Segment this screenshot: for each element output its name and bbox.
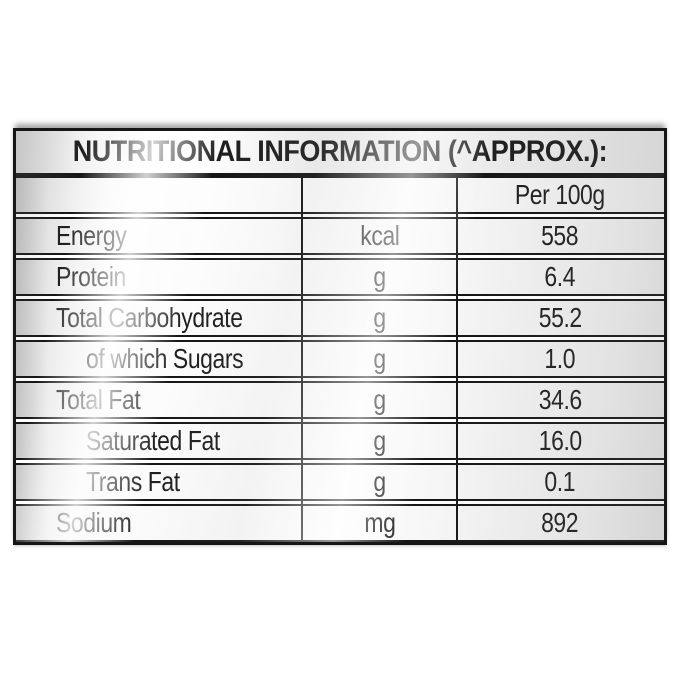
header-empty-unit-cell <box>303 178 456 212</box>
nutrient-unit: g <box>373 261 386 292</box>
nutrient-label: Sodium <box>56 507 132 538</box>
nutrient-label-cell: Energy <box>16 219 303 253</box>
table-header-row: Per 100g <box>16 176 664 214</box>
nutrient-value: 6.4 <box>544 261 576 292</box>
nutrient-unit: kcal <box>359 220 400 251</box>
nutrient-value-cell: 892 <box>456 506 664 540</box>
nutrient-unit-cell: mg <box>303 506 456 540</box>
nutrient-label: Protein <box>56 261 126 292</box>
table-row: Sodium mg 892 <box>16 504 664 542</box>
nutrient-label: of which Sugars <box>86 343 244 374</box>
table-row: Trans Fat g 0.1 <box>16 463 664 501</box>
column-divider-2 <box>456 176 458 542</box>
table-body: Per 100g Energy kcal 558 Protein g 6.4 T… <box>16 176 664 542</box>
nutrient-label-cell: Total Fat <box>16 383 303 417</box>
nutrient-value: 34.6 <box>538 384 582 415</box>
nutrient-label-cell: Saturated Fat <box>16 424 303 458</box>
table-row: Protein g 6.4 <box>16 258 664 296</box>
nutrient-label-cell: Sodium <box>16 506 303 540</box>
per-100g-header: Per 100g <box>515 179 605 210</box>
table-row: Total Carbohydrate g 55.2 <box>16 299 664 337</box>
table-title-row: NUTRITIONAL INFORMATION (^APPROX.): <box>16 131 664 176</box>
nutrient-value: 0.1 <box>544 466 576 497</box>
nutrient-label: Trans Fat <box>86 466 180 497</box>
nutrient-unit-cell: g <box>303 301 456 335</box>
nutrient-label-cell: Total Carbohydrate <box>16 301 303 335</box>
nutrient-label: Energy <box>56 220 127 251</box>
header-empty-label-cell <box>16 178 303 212</box>
nutrient-unit-cell: g <box>303 260 456 294</box>
nutrient-label: Total Carbohydrate <box>56 302 243 333</box>
column-divider-1 <box>301 176 303 542</box>
nutrient-unit: g <box>373 425 386 456</box>
nutrient-unit-cell: g <box>303 383 456 417</box>
table-row: Total Fat g 34.6 <box>16 381 664 419</box>
nutrient-unit-cell: g <box>303 424 456 458</box>
header-per-100g-cell: Per 100g <box>456 178 664 212</box>
nutrient-value-cell: 1.0 <box>456 342 664 376</box>
nutrient-unit-cell: g <box>303 465 456 499</box>
nutrient-value: 558 <box>541 220 579 251</box>
nutrient-value: 1.0 <box>544 343 576 374</box>
nutrient-value-cell: 55.2 <box>456 301 664 335</box>
nutrient-value-cell: 0.1 <box>456 465 664 499</box>
nutrient-label-cell: Protein <box>16 260 303 294</box>
nutrient-label: Total Fat <box>56 384 141 415</box>
nutrient-value-cell: 558 <box>456 219 664 253</box>
table-row: of which Sugars g 1.0 <box>16 340 664 378</box>
nutrition-table: NUTRITIONAL INFORMATION (^APPROX.): Per … <box>13 128 667 545</box>
nutrient-value-cell: 16.0 <box>456 424 664 458</box>
nutrient-label-cell: Trans Fat <box>16 465 303 499</box>
nutrient-unit-cell: g <box>303 342 456 376</box>
nutrient-value: 892 <box>541 507 579 538</box>
nutrient-unit: g <box>373 384 386 415</box>
nutrient-unit: mg <box>363 507 396 538</box>
table-title: NUTRITIONAL INFORMATION (^APPROX.): <box>72 135 608 168</box>
nutrient-unit: g <box>373 302 386 333</box>
nutrient-value: 16.0 <box>538 425 582 456</box>
nutrient-label: Saturated Fat <box>86 425 220 456</box>
nutrient-value-cell: 6.4 <box>456 260 664 294</box>
table-row: Energy kcal 558 <box>16 217 664 255</box>
table-body-wrap: Per 100g Energy kcal 558 Protein g 6.4 T… <box>16 176 664 542</box>
nutrient-unit: g <box>373 343 386 374</box>
nutrient-value: 55.2 <box>538 302 582 333</box>
nutrient-label-cell: of which Sugars <box>16 342 303 376</box>
nutrient-unit: g <box>373 466 386 497</box>
nutrient-value-cell: 34.6 <box>456 383 664 417</box>
table-row: Saturated Fat g 16.0 <box>16 422 664 460</box>
nutrient-unit-cell: kcal <box>303 219 456 253</box>
